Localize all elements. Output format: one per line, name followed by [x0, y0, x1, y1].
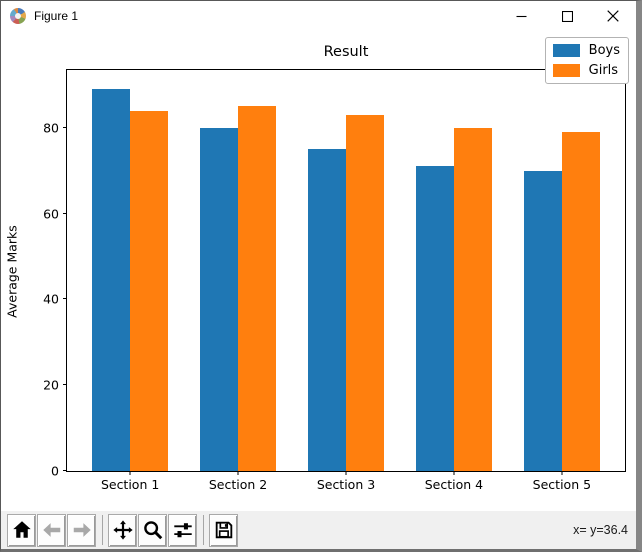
bar-girls-4 [453, 127, 492, 471]
toolbar-separator [203, 515, 204, 545]
bar-boys-4 [416, 166, 454, 471]
y-tick-mark [63, 212, 67, 214]
chart-title: Result [323, 44, 369, 60]
home-icon [11, 519, 33, 541]
plot-area[interactable]: Section 1 Section 2 Section 3 Section 4 Sect… [43, 69, 626, 492]
zoom-button[interactable] [138, 513, 167, 547]
y-tick-mark [63, 126, 67, 128]
navigation-toolbar: x= y=36.4 [1, 511, 636, 549]
title-bar[interactable]: Figure 1 [1, 1, 636, 31]
window-title: Figure 1 [34, 9, 79, 23]
legend-entry-boys: Boys [552, 43, 620, 58]
x-tick-mark [237, 471, 239, 475]
legend-label: Boys [588, 43, 620, 58]
x-tick-label: Section 3 [316, 477, 376, 492]
close-icon [607, 10, 619, 22]
bar-girls-3 [346, 114, 384, 471]
bar-boys-3 [308, 149, 346, 471]
legend: Boys Girls [544, 37, 629, 84]
x-tick-label: Section 5 [532, 477, 592, 492]
toolbar-separator [102, 515, 103, 545]
minimize-button[interactable] [498, 1, 544, 31]
window-controls [498, 1, 636, 31]
x-tick-mark [561, 471, 563, 475]
bar-girls-5 [561, 132, 600, 471]
bar-boys-5 [524, 170, 562, 471]
maximize-button[interactable] [544, 1, 590, 31]
back-arrow-icon [41, 519, 63, 541]
save-button[interactable] [209, 513, 238, 547]
y-tick-mark [63, 384, 67, 386]
legend-label: Girls [588, 63, 619, 78]
bar-boys-1 [92, 89, 131, 471]
y-tick-label: 0 [51, 463, 59, 479]
sliders-icon [172, 519, 194, 541]
legend-swatch [552, 64, 580, 77]
y-tick-label: 80 [43, 120, 59, 136]
save-floppy-icon [213, 519, 235, 541]
y-tick-label: 40 [43, 291, 59, 307]
y-tick-label: 20 [43, 377, 59, 393]
close-button[interactable] [590, 1, 636, 31]
x-tick-mark [345, 471, 347, 475]
forward-arrow-icon [71, 519, 93, 541]
maximize-icon [561, 10, 573, 22]
bar-girls-1 [130, 110, 168, 471]
legend-swatch [552, 44, 580, 57]
x-tick-label: Section 4 [424, 477, 484, 492]
y-tick-mark [63, 470, 67, 471]
home-button[interactable] [7, 513, 36, 547]
y-tick-label: 60 [43, 206, 59, 222]
x-tick-mark [129, 471, 131, 475]
y-axis-label: Average Marks [4, 225, 20, 318]
configure-subplots-button[interactable] [168, 513, 197, 547]
pan-button[interactable] [108, 513, 137, 547]
zoom-magnifier-icon [142, 519, 164, 541]
pan-arrows-icon [112, 519, 134, 541]
forward-button[interactable] [67, 513, 96, 547]
x-tick-label: Section 2 [208, 477, 268, 492]
cursor-readout: x= y=36.4 [573, 523, 628, 537]
y-tick-mark [63, 298, 67, 300]
x-tick-label: Section 1 [100, 477, 160, 492]
minimize-icon [516, 15, 526, 17]
back-button[interactable] [37, 513, 66, 547]
bar-girls-2 [238, 106, 276, 471]
bar-boys-2 [200, 127, 239, 471]
x-tick-mark [453, 471, 455, 475]
matplotlib-logo-icon [10, 8, 26, 24]
legend-entry-girls: Girls [552, 63, 620, 78]
